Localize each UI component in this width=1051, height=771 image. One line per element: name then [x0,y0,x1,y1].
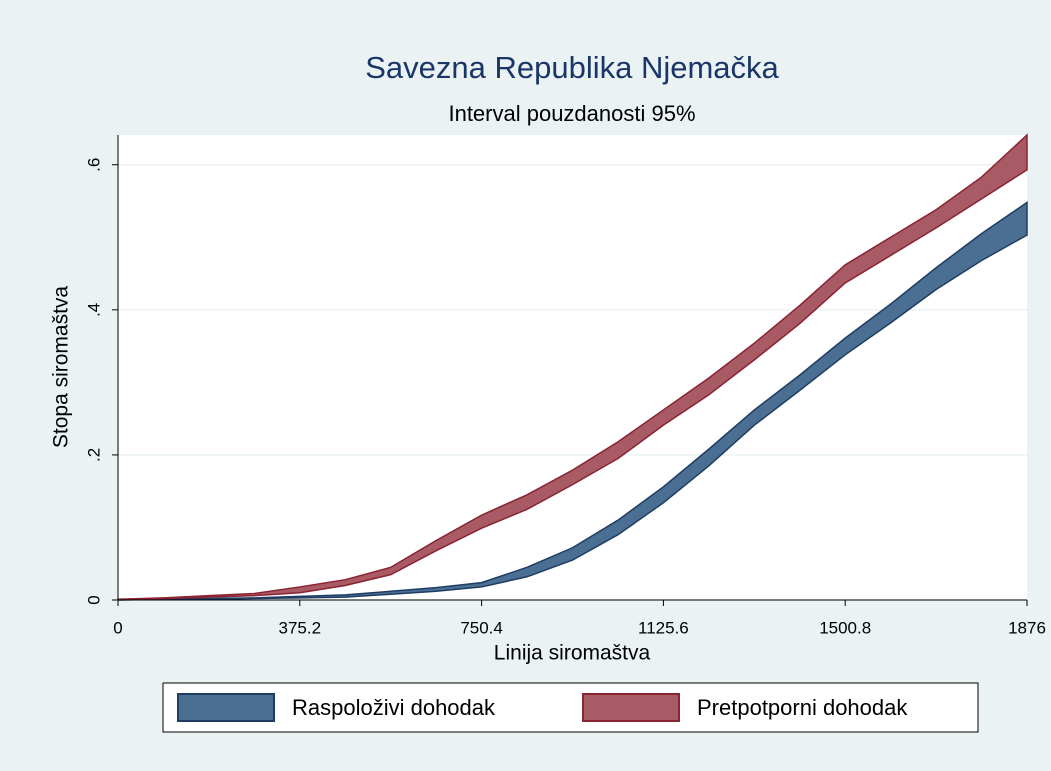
chart-title: Savezna Republika Njemačka [365,50,779,85]
legend-label: Pretpotporni dohodak [697,695,908,720]
y-tick-label: .6 [84,158,103,172]
x-tick-label: 375.2 [279,618,322,637]
x-tick-label: 1500.8 [819,618,871,637]
legend [162,682,979,733]
chart-subtitle: Interval pouzdanosti 95% [448,101,695,126]
plot-area [118,135,1027,600]
x-tick-label: 750.4 [460,618,503,637]
x-tick-label: 0 [113,618,122,637]
x-axis-title: Linija siromaštva [494,642,651,665]
x-tick-label: 1125.6 [638,618,689,637]
y-tick-label: .4 [84,303,103,317]
confidence-band [117,133,1028,601]
x-tick-label: 1876 [1008,618,1046,637]
y-tick-label: .2 [84,448,103,462]
y-tick-label: 0 [84,595,103,604]
legend-label: Raspoloživi dohodak [292,695,496,720]
y-axis-title: Stopa siromaštva [50,286,73,449]
legend-swatch [177,693,275,722]
legend-swatch [582,693,680,722]
confidence-band [117,201,1028,601]
